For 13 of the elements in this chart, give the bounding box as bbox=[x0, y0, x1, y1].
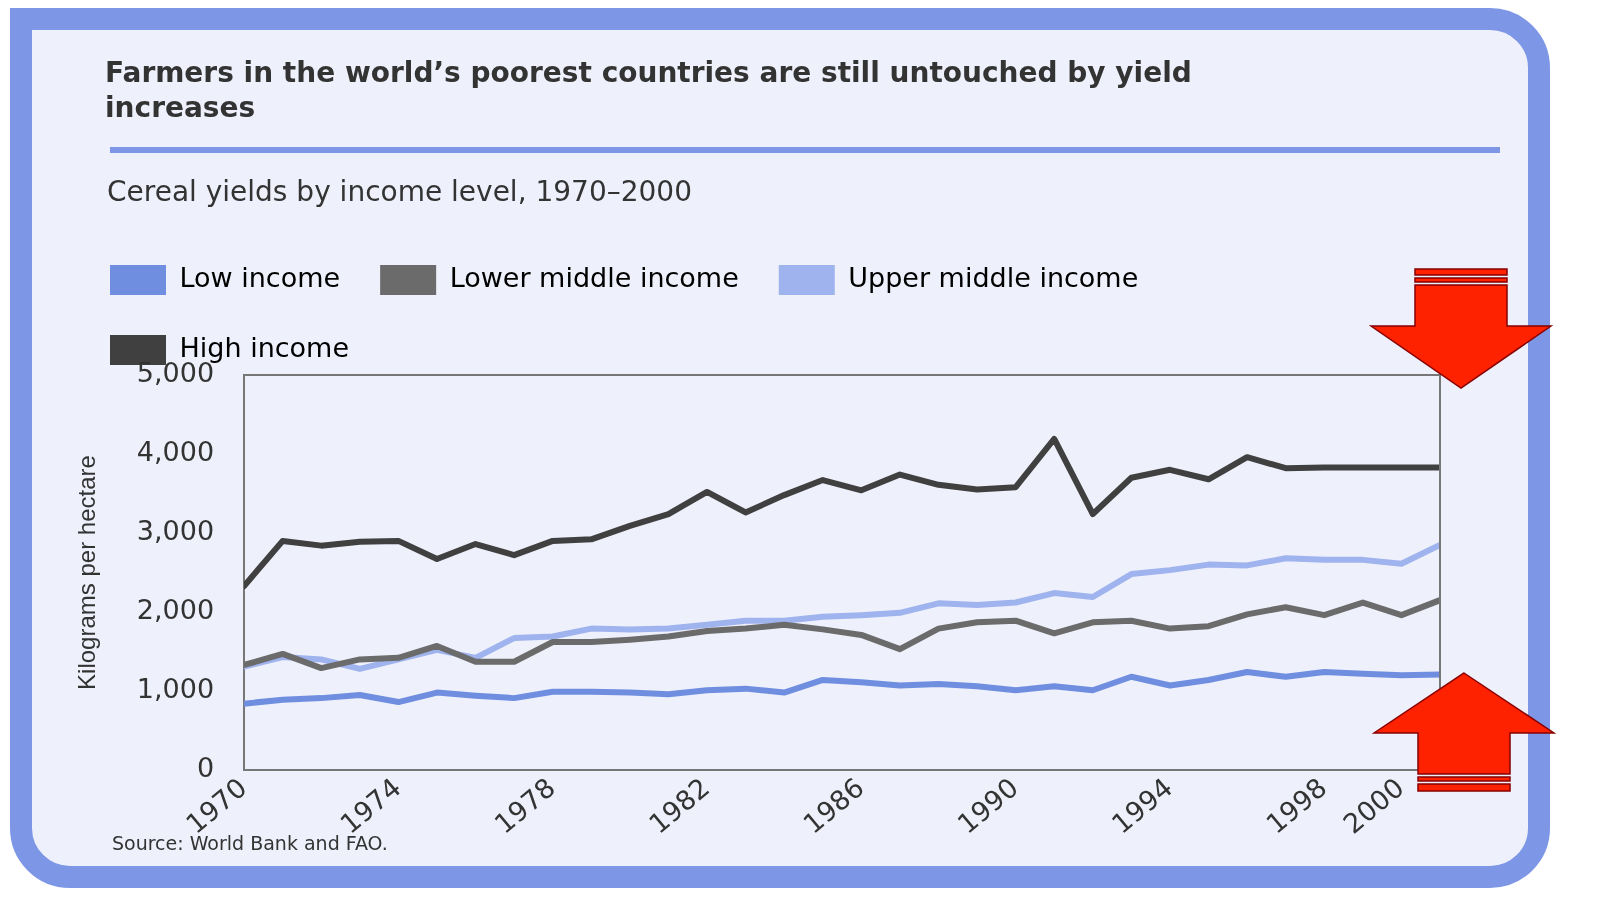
y-tick-label: 0 bbox=[196, 752, 215, 784]
y-axis-title: Kilograms per hectare bbox=[73, 455, 101, 690]
legend-label: Low income bbox=[179, 262, 341, 294]
legend-label: Lower middle income bbox=[449, 262, 739, 294]
legend-label: High income bbox=[179, 332, 350, 364]
legend-label: Upper middle income bbox=[848, 262, 1139, 294]
y-tick-label: 2,000 bbox=[136, 594, 215, 626]
y-tick-label: 3,000 bbox=[136, 515, 215, 547]
chart-subtitle: Cereal yields by income level, 1970–2000 bbox=[107, 175, 692, 208]
chart-title: Farmers in the world’s poorest countries are still untouched by yield increases bbox=[105, 55, 1193, 125]
y-tick-label: 1,000 bbox=[136, 673, 215, 705]
y-tick-label: 4,000 bbox=[136, 436, 215, 468]
source-note: Source: World Bank and FAO. bbox=[112, 832, 388, 854]
